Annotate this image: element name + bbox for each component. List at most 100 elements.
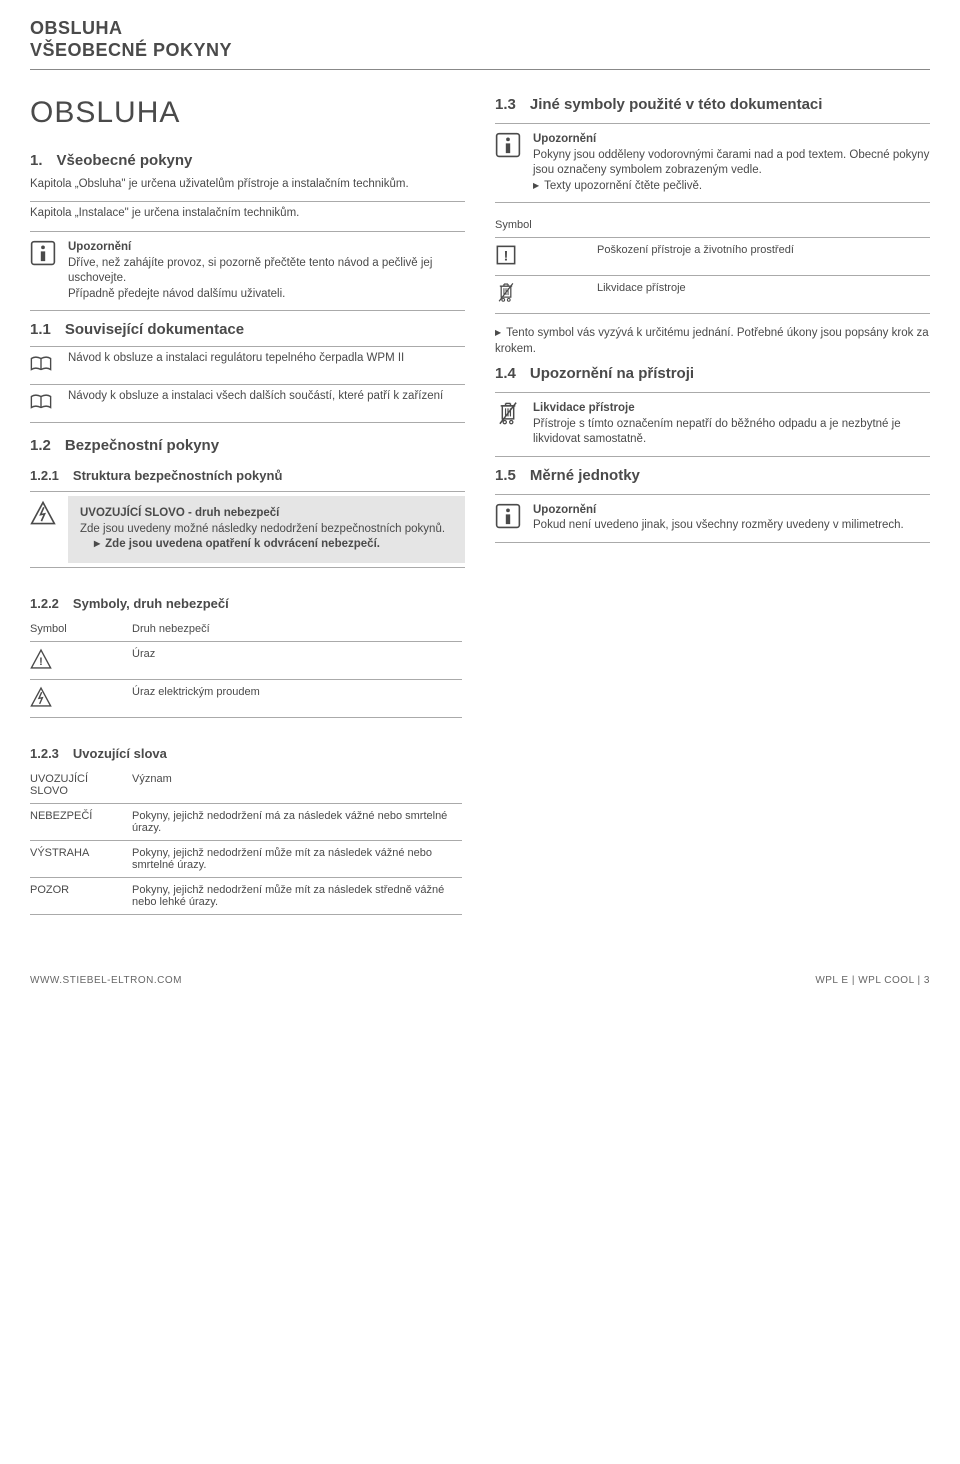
divider bbox=[30, 201, 465, 202]
table-row: UVOZUJÍCÍ SLOVO Význam bbox=[30, 767, 462, 804]
section-title-main: OBSLUHA bbox=[30, 96, 465, 130]
book-icon bbox=[30, 351, 58, 380]
heading-1-1-title: Související dokumentace bbox=[65, 321, 244, 338]
left-column: OBSLUHA 1. Všeobecné pokyny Kapitola „Ob… bbox=[30, 96, 465, 568]
table-row: POZOR Pokyny, jejichž nedodržení může mí… bbox=[30, 878, 462, 915]
note-2-l2: Texty upozornění čtěte pečlivě. bbox=[533, 180, 702, 192]
svg-text:!: ! bbox=[504, 248, 509, 264]
heading-1-1-num: 1.1 bbox=[30, 321, 51, 338]
table-row: Symbol bbox=[495, 213, 930, 238]
footer-right: WPL E | WPL COOL | 3 bbox=[815, 975, 930, 986]
note-box-3: Likvidace přístroje Přístroje s tímto oz… bbox=[495, 392, 930, 457]
table-row: Likvidace přístroje bbox=[495, 276, 930, 314]
note-box-1: Upozornění Dříve, než zahájíte provoz, s… bbox=[30, 231, 465, 311]
note-3-l1: Přístroje s tímto označením nepatří do b… bbox=[533, 418, 901, 446]
note-4-l1: Pokud není uvedeno jinak, jsou všechny r… bbox=[533, 519, 904, 531]
injury-warning-icon: ! bbox=[30, 648, 120, 673]
svg-text:!: ! bbox=[39, 656, 43, 668]
info-icon bbox=[30, 240, 58, 302]
note-2-l1: Pokyny jsou odděleny vodorovnými čarami … bbox=[533, 149, 929, 177]
table-row: ! Poškození přístroje a životního prostř… bbox=[495, 238, 930, 276]
page-header: Obsluha Všeobecné pokyny bbox=[30, 18, 930, 70]
heading-1-2-1-title: Struktura bezpečnostních pokynů bbox=[73, 468, 282, 483]
table-row: Symbol Druh nebezpečí bbox=[30, 617, 462, 642]
tbl123-r2b: Pokyny, jejichž nedodržení může mít za n… bbox=[132, 847, 462, 871]
heading-1-2-2-title: Symboly, druh nebezpečí bbox=[73, 596, 229, 611]
para-2: Kapitola „Instalace" je určena instalačn… bbox=[30, 206, 465, 222]
tbl122-h1: Symbol bbox=[30, 623, 120, 635]
heading-1-num: 1. bbox=[30, 152, 43, 169]
heading-1-2-title: Bezpečnostní pokyny bbox=[65, 437, 219, 454]
tbl122-r2: Úraz elektrickým proudem bbox=[132, 686, 462, 698]
note-box-2: Upozornění Pokyny jsou odděleny vodorovn… bbox=[495, 123, 930, 203]
info-icon bbox=[495, 503, 523, 534]
tbl13-r1: Poškození přístroje a životního prostřed… bbox=[597, 244, 930, 256]
weee-icon bbox=[495, 401, 523, 448]
table-row: NEBEZPEČÍ Pokyny, jejichž nedodržení má … bbox=[30, 804, 462, 841]
symbol-table-13: Symbol ! Poškození přístroje a životního… bbox=[495, 213, 930, 314]
heading-1-2-num: 1.2 bbox=[30, 437, 51, 454]
heading-1-1: 1.1 Související dokumentace bbox=[30, 321, 465, 338]
footer-left: WWW.STIEBEL-ELTRON.COM bbox=[30, 975, 182, 986]
tbl13-r2: Likvidace přístroje bbox=[597, 282, 930, 294]
weee-icon bbox=[495, 282, 585, 307]
electric-warning-icon bbox=[30, 686, 120, 711]
note-3-title: Likvidace přístroje bbox=[533, 402, 635, 414]
table-row: Úraz elektrickým proudem bbox=[30, 680, 462, 718]
heading-1-3-num: 1.3 bbox=[495, 96, 516, 113]
para-1: Kapitola „Obsluha" je určena uživatelům … bbox=[30, 177, 465, 193]
tbl123-r3b: Pokyny, jejichž nedodržení může mít za n… bbox=[132, 884, 462, 908]
tbl122-h2: Druh nebezpečí bbox=[132, 623, 462, 635]
two-column-layout: OBSLUHA 1. Všeobecné pokyny Kapitola „Ob… bbox=[30, 96, 930, 568]
note-4-title: Upozornění bbox=[533, 504, 596, 516]
tbl123-h2: Význam bbox=[132, 773, 462, 785]
note-3-body: Likvidace přístroje Přístroje s tímto oz… bbox=[533, 401, 930, 448]
doc-item-2: Návody k obsluze a instalaci všech další… bbox=[30, 385, 465, 423]
heading-1-2-3: 1.2.3 Uvozující slova bbox=[30, 746, 462, 761]
doc-2-text: Návody k obsluze a instalaci všech další… bbox=[68, 389, 465, 418]
heading-1-2-3-num: 1.2.3 bbox=[30, 746, 59, 761]
warning-inner: UVOZUJÍCÍ SLOVO - druh nebezpečí Zde jso… bbox=[68, 496, 465, 563]
tbl123-r1b: Pokyny, jejichž nedodržení má za následe… bbox=[132, 810, 462, 834]
section-122-wrap: 1.2.2 Symboly, druh nebezpečí Symbol Dru… bbox=[30, 596, 462, 915]
table-row: ! Úraz bbox=[30, 642, 462, 680]
heading-1-2-2: 1.2.2 Symboly, druh nebezpečí bbox=[30, 596, 462, 611]
symbol-table-122: Symbol Druh nebezpečí ! Úraz Úraz elektr… bbox=[30, 617, 462, 718]
heading-1-2-1-num: 1.2.1 bbox=[30, 468, 59, 483]
warning-structure-box: UVOZUJÍCÍ SLOVO - druh nebezpečí Zde jso… bbox=[30, 491, 465, 568]
warn-l1: Zde jsou uvedeny možné následky nedodrže… bbox=[80, 522, 453, 538]
action-arrow-text: Tento symbol vás vyzývá k určitému jedná… bbox=[495, 326, 930, 357]
book-icon bbox=[30, 389, 58, 418]
heading-1-5: 1.5 Měrné jednotky bbox=[495, 467, 930, 484]
info-icon bbox=[495, 132, 523, 194]
heading-1-4-num: 1.4 bbox=[495, 365, 516, 382]
note-1-line2: Případně předejte návod dalšímu uživatel… bbox=[68, 288, 285, 300]
heading-1-2-3-title: Uvozující slova bbox=[73, 746, 167, 761]
note-2-body: Upozornění Pokyny jsou odděleny vodorovn… bbox=[533, 132, 930, 194]
heading-1-4: 1.4 Upozornění na přístroji bbox=[495, 365, 930, 382]
heading-1-5-title: Měrné jednotky bbox=[530, 467, 640, 484]
signal-word-table: UVOZUJÍCÍ SLOVO Význam NEBEZPEČÍ Pokyny,… bbox=[30, 767, 462, 915]
heading-1-2: 1.2 Bezpečnostní pokyny bbox=[30, 437, 465, 454]
note-1-title: Upozornění bbox=[68, 241, 131, 253]
note-2-title: Upozornění bbox=[533, 133, 596, 145]
doc-item-1: Návod k obsluze a instalaci regulátoru t… bbox=[30, 346, 465, 385]
heading-1-2-2-num: 1.2.2 bbox=[30, 596, 59, 611]
electric-warning-icon bbox=[30, 496, 58, 563]
heading-1-5-num: 1.5 bbox=[495, 467, 516, 484]
tbl123-r2a: VÝSTRAHA bbox=[30, 847, 120, 859]
note-4-body: Upozornění Pokud není uvedeno jinak, jso… bbox=[533, 503, 930, 534]
table-row: VÝSTRAHA Pokyny, jejichž nedodržení může… bbox=[30, 841, 462, 878]
doc-1-text: Návod k obsluze a instalaci regulátoru t… bbox=[68, 351, 465, 380]
heading-1-4-title: Upozornění na přístroji bbox=[530, 365, 694, 382]
header-line1: Obsluha bbox=[30, 18, 930, 40]
page-footer: WWW.STIEBEL-ELTRON.COM WPL E | WPL COOL … bbox=[30, 975, 930, 986]
note-1-body: Upozornění Dříve, než zahájíte provoz, s… bbox=[68, 240, 465, 302]
heading-1-3-title: Jiné symboly použité v této dokumentaci bbox=[530, 96, 823, 113]
heading-1: 1. Všeobecné pokyny bbox=[30, 152, 465, 169]
heading-1-title: Všeobecné pokyny bbox=[57, 152, 193, 169]
note-box-4: Upozornění Pokud není uvedeno jinak, jso… bbox=[495, 494, 930, 543]
warn-l2: Zde jsou uvedena opatření k odvrácení ne… bbox=[80, 537, 453, 553]
tbl123-h1: UVOZUJÍCÍ SLOVO bbox=[30, 773, 120, 797]
damage-icon: ! bbox=[495, 244, 585, 269]
